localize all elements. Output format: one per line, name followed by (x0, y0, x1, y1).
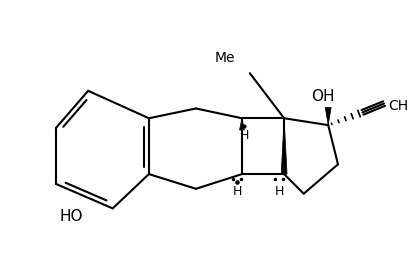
Polygon shape (239, 118, 244, 130)
Text: H: H (232, 185, 241, 198)
Text: CH: CH (387, 98, 407, 112)
Text: OH: OH (311, 88, 334, 104)
Text: Me: Me (214, 51, 234, 65)
Text: H: H (274, 185, 283, 198)
Text: H: H (239, 129, 248, 143)
Polygon shape (281, 118, 286, 174)
Polygon shape (324, 108, 330, 125)
Text: HO: HO (60, 209, 83, 224)
